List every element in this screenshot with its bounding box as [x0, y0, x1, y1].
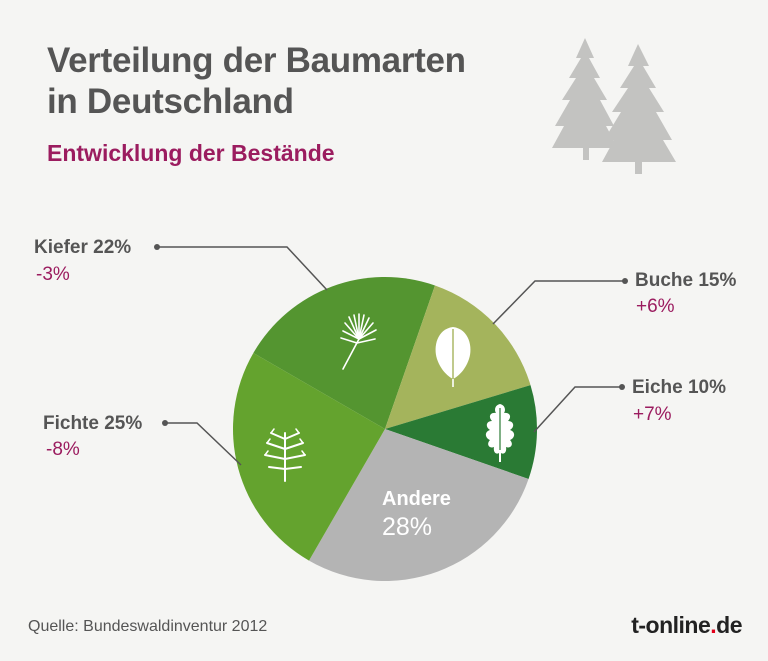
slice-label-buche: Buche 15% [635, 270, 736, 292]
buche-name: Buche [635, 270, 694, 291]
kiefer-value: 22% [93, 237, 132, 258]
chart-subtitle: Entwicklung der Bestände [47, 140, 335, 166]
title-line-2: in Deutschland [47, 82, 294, 121]
logo-dot: . [710, 612, 717, 638]
fichte-name: Fichte [43, 413, 99, 434]
beech-leaf-icon [435, 327, 471, 387]
source-note: Quelle: Bundeswaldinventur 2012 [28, 618, 268, 635]
t-online-logo: t-online.de [631, 612, 742, 639]
buche-value: 15% [698, 270, 737, 291]
kiefer-change: -3% [36, 264, 70, 285]
oak-leaf-icon [485, 404, 515, 462]
leader-line-kiefer [157, 246, 328, 291]
eiche-name: Eiche [632, 377, 683, 398]
leader-line-fichte [165, 422, 242, 466]
eiche-value: 10% [687, 377, 727, 398]
leader-line-eiche [533, 386, 622, 433]
slice-label-fichte: Fichte 25% [43, 413, 142, 435]
slice-label-andere: Andere [382, 488, 451, 510]
kiefer-name: Kiefer [34, 237, 88, 258]
buche-change: +6% [636, 296, 675, 317]
leader-line-buche [492, 280, 625, 325]
chart-title: Verteilung der Baumarten in Deutschland [47, 40, 466, 122]
pine-branch-icon [340, 313, 377, 370]
eiche-change: +7% [633, 404, 672, 425]
fichte-change: -8% [46, 439, 80, 460]
slice-label-kiefer: Kiefer 22% [34, 237, 131, 259]
fichte-value: 25% [104, 413, 143, 434]
tree-icon [552, 38, 676, 174]
leader-dot-buche [622, 278, 628, 284]
leader-dot-eiche [619, 384, 625, 390]
logo-main: t-online [631, 612, 711, 638]
spruce-branch-icon [264, 428, 306, 482]
leader-dot-kiefer [154, 244, 160, 250]
slice-label-eiche: Eiche 10% [632, 377, 726, 399]
pie-slice-andere [309, 429, 529, 582]
slice-value-andere: 28% [382, 513, 432, 541]
title-line-1: Verteilung der Baumarten [47, 41, 466, 80]
leader-dot-fichte [162, 420, 168, 426]
pie-slice-kiefer [253, 276, 435, 429]
logo-tld: de [716, 612, 742, 638]
pie-slice-fichte [232, 353, 385, 561]
